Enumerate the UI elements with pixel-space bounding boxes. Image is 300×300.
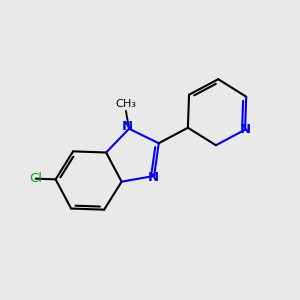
Text: N: N xyxy=(122,120,133,133)
Text: N: N xyxy=(240,123,251,136)
Text: N: N xyxy=(148,171,159,184)
Text: CH₃: CH₃ xyxy=(116,99,136,109)
Text: Cl: Cl xyxy=(29,172,42,185)
